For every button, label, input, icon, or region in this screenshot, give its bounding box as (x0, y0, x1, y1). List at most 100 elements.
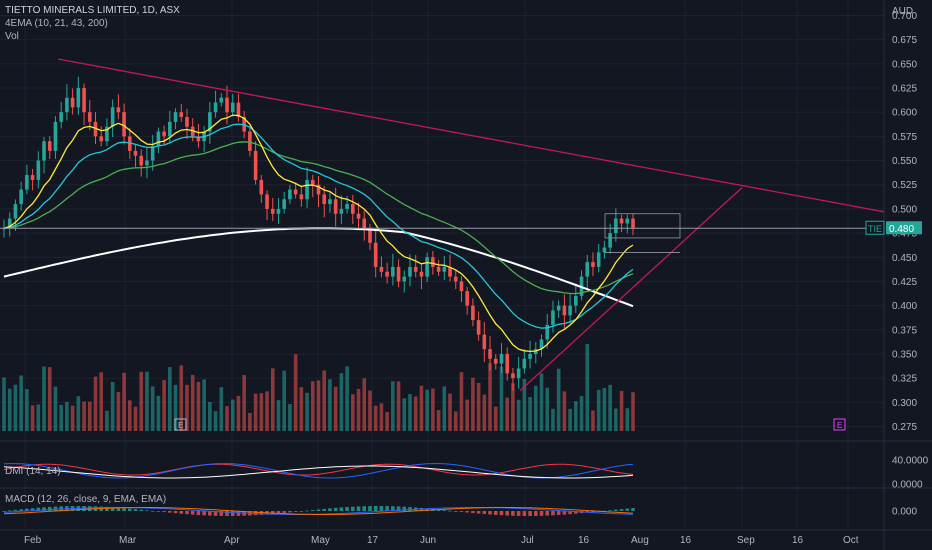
candle-body (299, 194, 304, 200)
candle-body (574, 295, 578, 306)
macd-bar (528, 511, 532, 516)
volume-bar (625, 408, 630, 431)
candle-body (253, 150, 258, 180)
volume-bar (596, 389, 601, 431)
macd-bar (282, 511, 286, 513)
volume-bar (293, 354, 298, 431)
dmi-tick-label: 0.0000 (892, 480, 923, 491)
volume-bar (511, 383, 515, 431)
price-tick-label: 0.350 (892, 349, 917, 360)
candle-body (522, 358, 527, 369)
volume-bar (185, 384, 189, 431)
volume-bar (574, 401, 578, 431)
volume-bar (585, 343, 590, 431)
candle-body (585, 262, 590, 277)
candle-body (453, 276, 458, 282)
macd-bar (122, 508, 126, 511)
volume-bar (356, 388, 361, 431)
time-axis-label: 17 (367, 535, 379, 546)
volume-bar (476, 382, 481, 431)
symbol-tag-box (865, 220, 885, 235)
volume-bar (619, 390, 624, 431)
volume-bar (122, 372, 126, 431)
candle-body (385, 271, 389, 277)
macd-bar (25, 508, 29, 511)
macd-bar (608, 510, 612, 512)
dmi-plus-line (3, 463, 634, 479)
ema-21-line (3, 123, 634, 329)
candle-body (265, 194, 269, 209)
volume-bar (59, 404, 63, 431)
macd-legend: MACD (12, 26, close, 9, EMA, EMA) (5, 494, 167, 505)
candle-body (179, 112, 184, 118)
candle-body (145, 160, 149, 166)
candle-body (459, 281, 464, 292)
candle-body (591, 262, 595, 267)
price-axis-currency: AUD (892, 6, 913, 17)
candle-body (99, 136, 104, 142)
candle-body (162, 131, 166, 137)
volume-bar (379, 403, 384, 431)
macd-bar (116, 507, 121, 511)
descending-trendline (57, 58, 885, 213)
volume-bar (328, 379, 332, 431)
macd-bar (511, 511, 515, 516)
macd-bar (368, 506, 372, 511)
volume-bar (259, 393, 264, 431)
candle-body (122, 112, 126, 137)
volume-bar (333, 386, 338, 431)
volume-bar (351, 394, 355, 431)
macd-bar (539, 511, 544, 516)
candle-body (505, 353, 509, 374)
volume-bar (162, 380, 166, 431)
volume-bar (202, 379, 206, 431)
candle-body (476, 320, 481, 335)
volume-bar (339, 373, 344, 431)
volume-bar (471, 377, 475, 431)
macd-bar (436, 509, 441, 511)
candle-body (488, 349, 492, 359)
candle-body (631, 218, 635, 229)
macd-bar (356, 506, 361, 511)
candle-body (47, 141, 52, 151)
macd-bar (522, 511, 527, 516)
volume-bar (425, 389, 429, 431)
price-tick-label: 0.550 (892, 156, 917, 167)
volume-bar (42, 366, 46, 431)
candle-body (196, 136, 201, 142)
macd-tick-label: 0.000 (892, 507, 917, 518)
candle-body (316, 184, 321, 195)
macd-bar (19, 509, 23, 511)
volume-bar (368, 390, 372, 431)
price-tick-label: 0.700 (892, 11, 917, 22)
macd-bar (299, 511, 304, 512)
volume-bar (533, 385, 538, 431)
macd-bar (310, 510, 315, 511)
macd-bar (219, 511, 224, 516)
macd-bar (391, 506, 395, 511)
candle-body (185, 117, 189, 127)
last-price-label: 0.480 (889, 224, 914, 235)
candle-body (116, 107, 121, 113)
candle-body (379, 266, 384, 272)
candle-body (499, 353, 504, 364)
volume-bar (591, 410, 595, 431)
grid (0, 0, 884, 530)
volume-bar (76, 396, 81, 431)
candle-body (310, 179, 315, 185)
macd-bar (482, 511, 487, 515)
macd-bar (110, 507, 115, 511)
candle-body (596, 252, 601, 267)
candle-body (625, 218, 630, 224)
candle-body (236, 102, 241, 118)
volume-bar (13, 384, 18, 431)
macd-bar (505, 511, 509, 516)
macd-bar (42, 507, 46, 511)
macd-bar (385, 506, 389, 511)
candle-body (282, 199, 286, 209)
volume-bar (551, 408, 555, 431)
earnings-marker (833, 418, 846, 431)
macd-bar (196, 511, 201, 516)
candle-body (168, 121, 172, 137)
